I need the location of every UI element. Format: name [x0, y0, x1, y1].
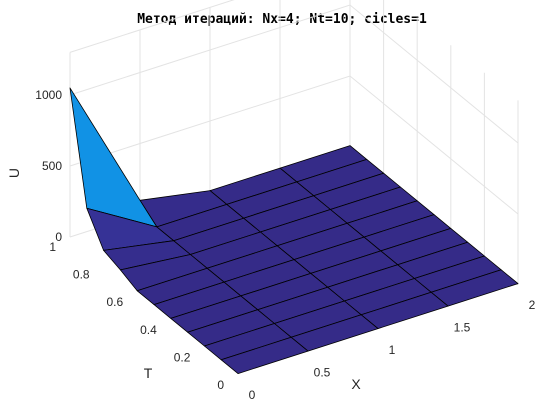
y-axis-label: T — [144, 365, 153, 381]
surface-patches — [69, 87, 519, 375]
y-tick-label: 0.2 — [174, 350, 191, 364]
z-tick-label: 500 — [42, 159, 62, 173]
x-tick-label: 0.5 — [314, 366, 331, 380]
y-tick-label: 0 — [217, 378, 224, 392]
grid-line — [69, 4, 519, 144]
z-axis-label: U — [6, 168, 22, 178]
y-tick-label: 0.4 — [140, 323, 157, 337]
y-tick-label: 0.6 — [107, 295, 124, 309]
z-tick-label: 1000 — [35, 88, 62, 102]
x-tick-label: 0 — [249, 388, 256, 402]
surface-patch — [69, 87, 158, 228]
x-tick-label: 1.5 — [454, 321, 471, 335]
grid-line — [69, 75, 519, 215]
y-tick-label: 0.8 — [73, 268, 90, 282]
x-tick-label: 2 — [529, 298, 536, 312]
y-tick-label: 1 — [49, 240, 56, 254]
x-axis-label: X — [351, 376, 361, 392]
x-tick-label: 1 — [389, 343, 396, 357]
surface-patch — [220, 336, 309, 375]
z-tick-label: 0 — [55, 230, 62, 244]
grid-line — [69, 0, 235, 53]
